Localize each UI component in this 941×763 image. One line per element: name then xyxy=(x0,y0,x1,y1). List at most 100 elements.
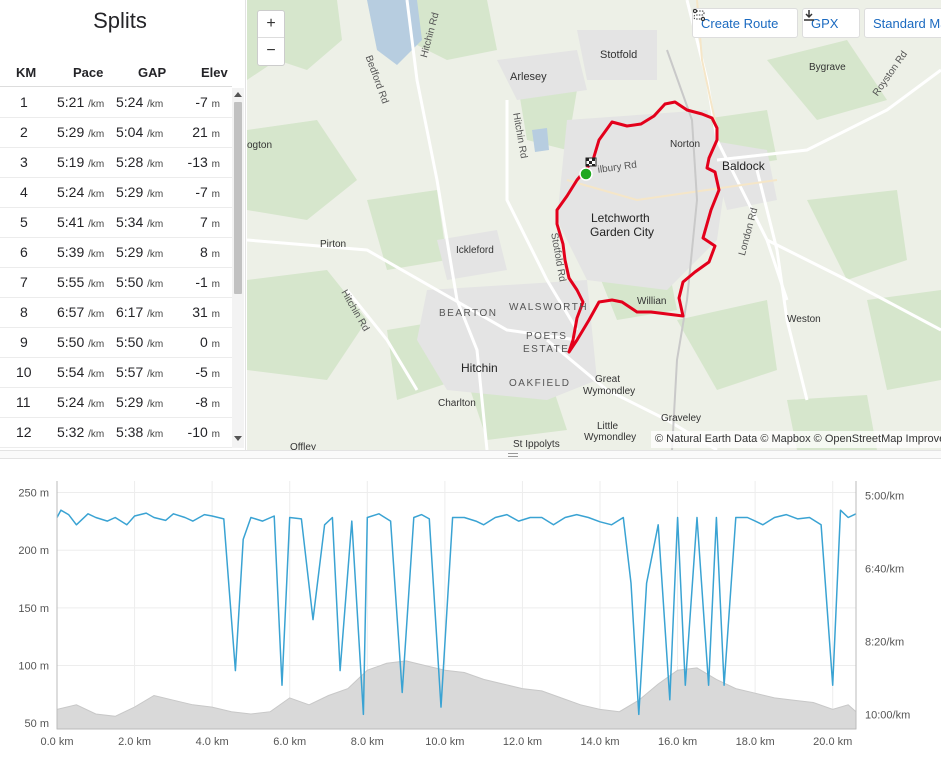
split-pace: 6:57 /km xyxy=(57,304,105,320)
map-style-button[interactable]: Standard Map xyxy=(864,8,941,38)
x-tick-label: 0.0 km xyxy=(40,736,73,748)
x-tick-label: 2.0 km xyxy=(118,736,151,748)
split-elev: 0 m xyxy=(199,334,220,350)
route-map[interactable]: Stotfold Arlesey Bygrave Norton Baldock … xyxy=(247,0,941,450)
y-left-tick-label: 100 m xyxy=(18,661,49,673)
map-label-arlesey: Arlesey xyxy=(510,71,547,83)
y-right-tick-label: 5:00/km xyxy=(865,491,904,503)
split-km: 12 xyxy=(16,424,32,440)
x-tick-label: 6.0 km xyxy=(273,736,306,748)
map-canvas xyxy=(247,0,941,450)
elevation-pace-chart[interactable]: 0.0 km 2.0 km 4.0 km 6.0 km 8.0 km 10.0 km 12.… xyxy=(0,459,941,763)
zoom-out-button[interactable]: − xyxy=(266,42,276,59)
x-tick-label: 12.0 km xyxy=(503,736,542,748)
split-pace: 5:39 /km xyxy=(57,244,105,260)
download-icon xyxy=(804,10,814,21)
map-label-walsworth: WALSWORTH xyxy=(509,302,589,313)
split-pace: 5:21 /km xyxy=(57,94,105,110)
split-gap: 5:29 /km xyxy=(116,184,164,200)
y-left-tick-label: 50 m xyxy=(25,718,49,730)
splits-title: Splits xyxy=(93,8,147,33)
split-elev: -1 m xyxy=(195,274,220,290)
map-label-little: Little xyxy=(597,421,619,432)
col-elev-header: Elev xyxy=(201,65,228,80)
table-row: 11 5:24 /km 5:29 /km -8 m xyxy=(0,388,232,418)
split-pace: 5:50 /km xyxy=(57,334,105,350)
split-gap: 5:24 /km xyxy=(116,94,164,110)
split-pace: 5:41 /km xyxy=(57,214,105,230)
gpx-download-button[interactable]: GPX xyxy=(802,8,860,38)
split-km: 1 xyxy=(20,94,28,110)
split-km: 11 xyxy=(16,394,31,410)
map-label-graveley: Graveley xyxy=(661,413,702,424)
map-label-stotfold: Stotfold xyxy=(600,49,638,61)
map-label-hitchin: Hitchin xyxy=(461,361,498,375)
split-pace: 5:55 /km xyxy=(57,274,105,290)
x-tick-label: 20.0 km xyxy=(813,736,852,748)
map-label-estate: ESTATE xyxy=(523,344,570,355)
x-tick-label: 4.0 km xyxy=(196,736,229,748)
map-style-label: Standard Map xyxy=(873,16,941,31)
split-pace: 5:19 /km xyxy=(57,154,105,170)
x-tick-label: 16.0 km xyxy=(658,736,697,748)
zoom-control: + − xyxy=(257,10,285,66)
scroll-thumb[interactable] xyxy=(234,102,242,294)
split-pace: 5:24 /km xyxy=(57,184,105,200)
split-pace: 5:54 /km xyxy=(57,364,105,380)
map-label-charlton: Charlton xyxy=(438,398,476,409)
map-attribution[interactable]: © Natural Earth Data © Mapbox © OpenStre… xyxy=(651,431,941,448)
split-gap: 5:50 /km xyxy=(116,334,164,350)
split-km: 5 xyxy=(20,214,28,230)
map-label-pirton: Pirton xyxy=(320,239,347,250)
table-row: 12 5:32 /km 5:38 /km -10 m xyxy=(0,418,232,448)
table-row: 8 6:57 /km 6:17 /km 31 m xyxy=(0,298,232,328)
split-elev: -7 m xyxy=(195,184,220,200)
table-row: 3 5:19 /km 5:28 /km -13 m xyxy=(0,148,232,178)
table-row: 6 5:39 /km 5:29 /km 8 m xyxy=(0,238,232,268)
table-row: 2 5:29 /km 5:04 /km 21 m xyxy=(0,118,232,148)
map-label-great-wymondley: Wymondley xyxy=(583,386,636,397)
split-gap: 5:57 /km xyxy=(116,364,164,380)
map-label-ickleford: Ickleford xyxy=(456,245,494,256)
split-gap: 6:17 /km xyxy=(116,304,164,320)
split-pace: 5:24 /km xyxy=(57,394,105,410)
finish-flag-icon xyxy=(585,157,597,167)
splits-table-body[interactable]: 1 5:21 /km 5:24 /km -7 m 2 5:29 /km 5:04… xyxy=(0,88,232,448)
activity-route xyxy=(555,100,721,354)
table-row: 4 5:24 /km 5:29 /km -7 m xyxy=(0,178,232,208)
table-row: 9 5:50 /km 5:50 /km 0 m xyxy=(0,328,232,358)
x-tick-label: 18.0 km xyxy=(736,736,775,748)
zoom-in-button[interactable]: + xyxy=(258,11,284,38)
split-gap: 5:50 /km xyxy=(116,274,164,290)
map-label-baldock: Baldock xyxy=(722,159,765,173)
route-start-marker xyxy=(579,167,593,181)
splits-panel: Splits KM Pace GAP Elev 1 5:21 /km 5:24 … xyxy=(0,0,246,450)
split-gap: 5:28 /km xyxy=(116,154,164,170)
split-km: 8 xyxy=(20,304,28,320)
split-elev: -13 m xyxy=(187,154,220,170)
map-label-bearton: BEARTON xyxy=(439,308,498,319)
split-elev: 7 m xyxy=(199,214,220,230)
create-route-button[interactable]: Create Route xyxy=(692,8,798,38)
split-gap: 5:34 /km xyxy=(116,214,164,230)
elevation-area xyxy=(56,660,857,730)
split-elev: 8 m xyxy=(199,244,220,260)
map-label-st-ippolyts: St Ippolyts xyxy=(513,439,560,450)
scroll-up-icon[interactable] xyxy=(234,92,242,97)
x-tick-label: 10.0 km xyxy=(425,736,464,748)
split-pace: 5:29 /km xyxy=(57,124,105,140)
scroll-down-icon[interactable] xyxy=(234,436,242,441)
panel-resize-handle[interactable] xyxy=(0,450,941,459)
map-label-norton: Norton xyxy=(670,139,701,150)
split-km: 6 xyxy=(20,244,28,260)
y-left-tick-label: 150 m xyxy=(18,603,49,615)
split-km: 4 xyxy=(20,184,28,200)
split-km: 7 xyxy=(20,274,28,290)
split-pace: 5:32 /km xyxy=(57,424,105,440)
map-label-ogton: ogton xyxy=(247,140,273,151)
split-elev: 21 m xyxy=(192,124,220,140)
chart-axes: 0.0 km 2.0 km 4.0 km 6.0 km 8.0 km 10.0 km 12.… xyxy=(18,481,910,748)
split-elev: 31 m xyxy=(192,304,220,320)
x-tick-label: 14.0 km xyxy=(580,736,619,748)
splits-scrollbar[interactable] xyxy=(232,88,244,448)
